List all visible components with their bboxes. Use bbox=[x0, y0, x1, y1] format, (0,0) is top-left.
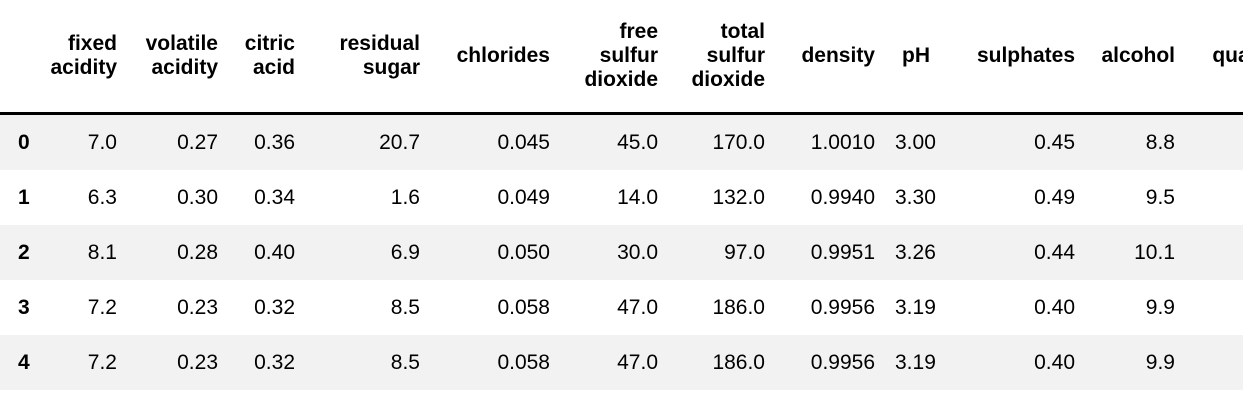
table-cell: 3.30 bbox=[895, 186, 936, 209]
column-header: citric acid bbox=[228, 0, 305, 115]
table-cell: 0.058 bbox=[497, 351, 550, 374]
table-cell: 0.32 bbox=[254, 296, 295, 319]
table-cell: 0.40 bbox=[1034, 351, 1075, 374]
table-cell: 7.0 bbox=[87, 131, 117, 154]
table-cell: 186.0 bbox=[712, 296, 765, 319]
column-header: free sulfur dioxide bbox=[560, 0, 668, 115]
header-row: fixed acidity volatile acidity citric acid… bbox=[0, 0, 1243, 115]
column-header: total sulfur dioxide bbox=[668, 0, 775, 115]
table-cell: 20.7 bbox=[379, 131, 420, 154]
table-cell bbox=[1185, 280, 1243, 335]
index-column-header bbox=[0, 0, 36, 115]
table-cell: 0.49 bbox=[1034, 186, 1075, 209]
column-header: volatile acidity bbox=[127, 0, 228, 115]
table-cell: 0.9940 bbox=[810, 186, 875, 209]
table-row: 3 7.2 0.23 0.32 8.5 0.058 47.0 186.0 0.9956 3.19 0… bbox=[0, 280, 1243, 335]
table-cell: 0.44 bbox=[1034, 241, 1075, 264]
table-cell: 0.40 bbox=[1034, 296, 1075, 319]
table-cell bbox=[1185, 114, 1243, 171]
table-row: 4 7.2 0.23 0.32 8.5 0.058 47.0 186.0 0.9956 3.19 0… bbox=[0, 335, 1243, 390]
dataframe-table: fixed acidity volatile acidity citric acid… bbox=[0, 0, 1243, 390]
table-cell: 3.19 bbox=[895, 351, 936, 374]
table-cell: 45.0 bbox=[617, 131, 658, 154]
table-cell: 3.26 bbox=[895, 241, 936, 264]
table-cell: 0.9951 bbox=[810, 241, 875, 264]
table-cell: 0.9956 bbox=[810, 296, 875, 319]
table-cell: 1.6 bbox=[390, 186, 420, 209]
table-cell: 0.28 bbox=[177, 241, 218, 264]
table-row: 1 6.3 0.30 0.34 1.6 0.049 14.0 132.0 0.9940 3.30 0… bbox=[0, 170, 1243, 225]
column-header: residual sugar bbox=[305, 0, 430, 115]
table-cell: 47.0 bbox=[617, 296, 658, 319]
table-cell: 6.9 bbox=[390, 241, 420, 264]
table-cell: 8.1 bbox=[87, 241, 117, 264]
table-cell: 0.049 bbox=[497, 186, 550, 209]
table-cell: 0.40 bbox=[254, 241, 295, 264]
table-cell: 0.045 bbox=[497, 131, 550, 154]
table-cell bbox=[1185, 335, 1243, 390]
column-header: sulphates bbox=[940, 0, 1085, 115]
table-cell: 8.8 bbox=[1145, 131, 1175, 154]
column-header: fixed acidity bbox=[36, 0, 127, 115]
table-cell bbox=[1185, 170, 1243, 225]
table-cell: 7.2 bbox=[87, 351, 117, 374]
column-header: chlorides bbox=[430, 0, 560, 115]
table-cell: 7.2 bbox=[87, 296, 117, 319]
table-cell: 8.5 bbox=[390, 351, 420, 374]
column-header: density bbox=[775, 0, 885, 115]
table-cell: 0.45 bbox=[1034, 131, 1075, 154]
table-cell: 0.30 bbox=[177, 186, 218, 209]
table-cell: 0.27 bbox=[177, 131, 218, 154]
table-cell: 0.34 bbox=[254, 186, 295, 209]
table-cell: 6.3 bbox=[87, 186, 117, 209]
column-header: alcohol bbox=[1085, 0, 1185, 115]
table-cell: 0.23 bbox=[177, 351, 218, 374]
table-cell: 97.0 bbox=[724, 241, 765, 264]
table-cell: 170.0 bbox=[712, 131, 765, 154]
table-row: 2 8.1 0.28 0.40 6.9 0.050 30.0 97.0 0.9951 3.26 0.… bbox=[0, 225, 1243, 280]
table-row: 0 7.0 0.27 0.36 20.7 0.045 45.0 170.0 1.0010 3.00… bbox=[0, 113, 1243, 171]
row-index: 1 bbox=[18, 186, 30, 209]
row-index: 4 bbox=[18, 351, 30, 374]
table-cell: 9.5 bbox=[1145, 186, 1175, 209]
table-cell: 8.5 bbox=[390, 296, 420, 319]
column-header: quality bbox=[1185, 0, 1243, 115]
table-cell: 0.9956 bbox=[810, 351, 875, 374]
table-cell: 3.19 bbox=[895, 296, 936, 319]
table-cell: 0.32 bbox=[254, 351, 295, 374]
table-cell: 0.058 bbox=[497, 296, 550, 319]
table-cell: 3.00 bbox=[895, 131, 936, 154]
row-index: 2 bbox=[18, 241, 30, 264]
row-index: 0 bbox=[18, 131, 30, 154]
table-body: 0 7.0 0.27 0.36 20.7 0.045 45.0 170.0 1.0010 3.00… bbox=[0, 113, 1243, 390]
table-cell: 10.1 bbox=[1134, 241, 1175, 264]
row-index: 3 bbox=[18, 296, 30, 319]
table-cell: 0.36 bbox=[254, 131, 295, 154]
table-cell: 132.0 bbox=[712, 186, 765, 209]
table-cell: 186.0 bbox=[712, 351, 765, 374]
table-cell: 47.0 bbox=[617, 351, 658, 374]
table-cell: 0.050 bbox=[497, 241, 550, 264]
table-cell bbox=[1185, 225, 1243, 280]
table-cell: 1.0010 bbox=[810, 131, 875, 154]
table-cell: 9.9 bbox=[1145, 351, 1175, 374]
column-header: pH bbox=[885, 0, 940, 115]
table-cell: 0.23 bbox=[177, 296, 218, 319]
table-cell: 30.0 bbox=[617, 241, 658, 264]
table-cell: 14.0 bbox=[617, 186, 658, 209]
table-cell: 9.9 bbox=[1145, 296, 1175, 319]
